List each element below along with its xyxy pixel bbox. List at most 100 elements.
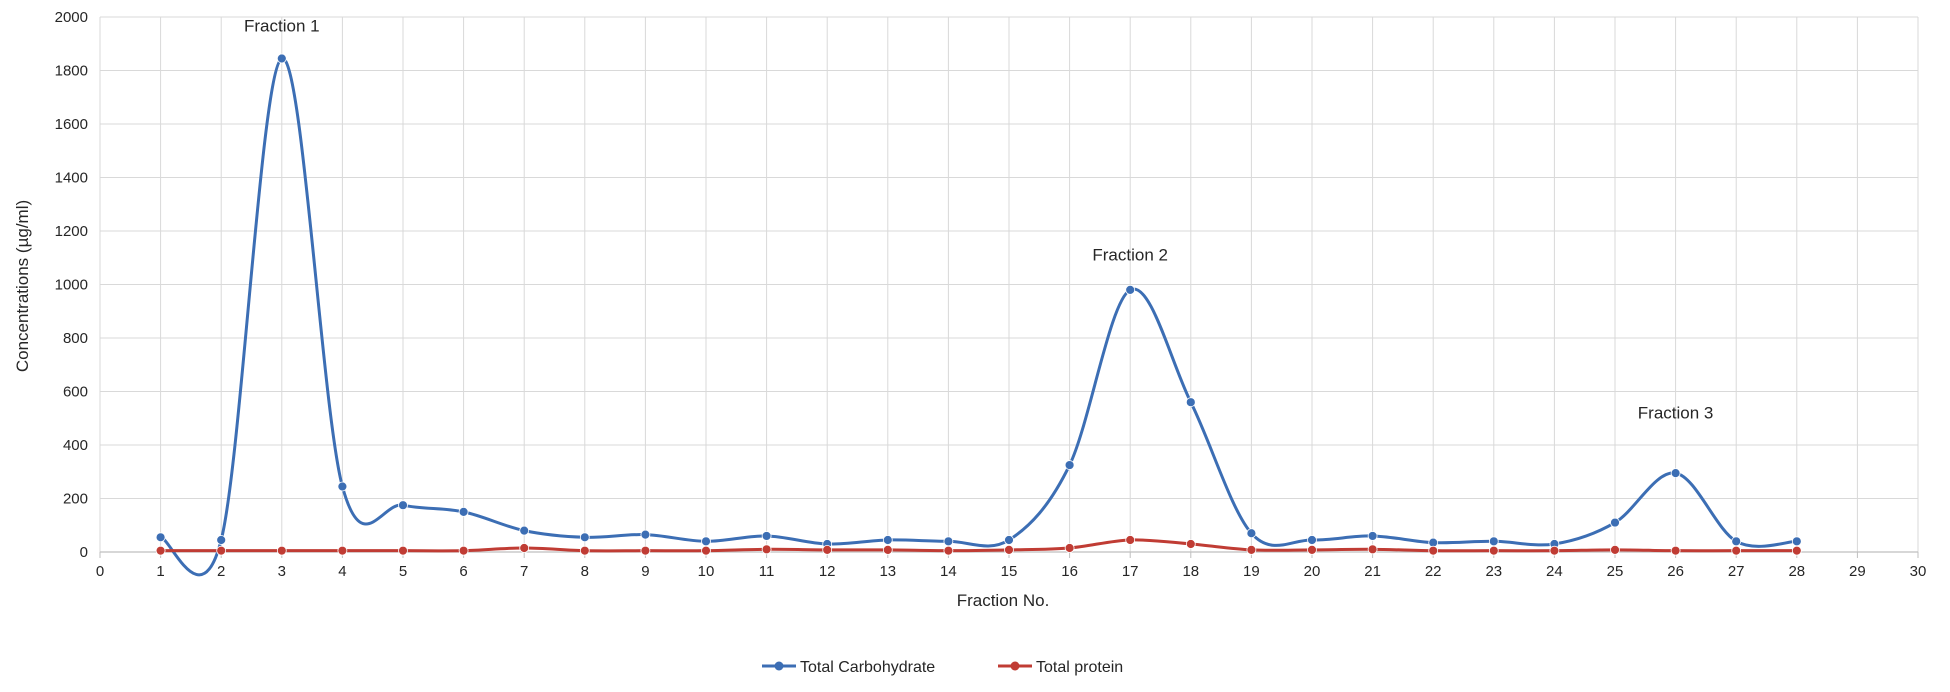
- y-tick-label: 600: [63, 384, 88, 401]
- legend-item: Total protein: [998, 659, 1123, 676]
- x-tick-label: 15: [1001, 563, 1018, 580]
- x-tick-label: 11: [759, 563, 775, 580]
- x-tick-label: 3: [278, 563, 286, 580]
- y-tick-label: 1200: [55, 223, 88, 240]
- data-point: [155, 532, 166, 543]
- data-point: [1064, 543, 1075, 553]
- x-tick-label: 23: [1485, 563, 1502, 580]
- x-tick-label: 29: [1849, 563, 1866, 580]
- data-point: [398, 545, 408, 556]
- data-point: [276, 545, 287, 556]
- data-point: [1367, 544, 1378, 555]
- x-tick-label: 21: [1364, 563, 1381, 580]
- x-tick-label: 28: [1788, 563, 1805, 580]
- legend-marker: [774, 661, 784, 671]
- data-point: [458, 506, 469, 517]
- x-tick-label: 13: [879, 563, 896, 580]
- x-tick-label: 4: [338, 563, 346, 580]
- data-point: [337, 545, 348, 556]
- data-point: [337, 481, 348, 492]
- data-point: [1791, 545, 1802, 556]
- data-point: [216, 545, 227, 556]
- x-tick-label: 5: [399, 563, 407, 580]
- data-point: [1791, 536, 1802, 547]
- data-point: [1367, 531, 1378, 541]
- y-tick-label: 800: [63, 330, 88, 347]
- data-point: [761, 531, 772, 541]
- data-point: [822, 544, 833, 555]
- series-line: [159, 56, 1797, 577]
- annotation-label: Fraction 1: [244, 17, 320, 36]
- data-point: [398, 500, 408, 511]
- data-point: [701, 536, 711, 547]
- data-point: [640, 529, 651, 540]
- x-tick-label: 16: [1061, 563, 1078, 580]
- x-tick-label: 14: [940, 563, 957, 580]
- data-point: [1670, 468, 1681, 478]
- data-point: [1731, 536, 1742, 547]
- x-tick-label: 22: [1425, 563, 1442, 580]
- grid: [99, 16, 1919, 553]
- x-tick-label: 26: [1667, 563, 1684, 580]
- x-tick-label: 19: [1243, 563, 1260, 580]
- data-point: [579, 532, 590, 543]
- data-point: [1488, 536, 1499, 547]
- annotation-label: Fraction 2: [1092, 245, 1168, 264]
- series-1: [155, 535, 1802, 556]
- x-tick-label: 30: [1910, 563, 1927, 580]
- x-tick-label: 7: [520, 563, 528, 580]
- data-point: [1428, 545, 1439, 556]
- data-point: [1004, 535, 1014, 545]
- y-tick-label: 1600: [55, 116, 88, 133]
- x-tick-label: 9: [641, 563, 649, 580]
- x-tick-label: 20: [1304, 563, 1321, 580]
- y-tick-label: 1400: [55, 170, 88, 187]
- data-point: [1307, 535, 1317, 545]
- y-tick-label: 400: [63, 437, 88, 454]
- data-point: [882, 544, 893, 555]
- x-tick-label: 0: [96, 563, 104, 580]
- series-line: [160, 538, 1797, 553]
- data-point: [458, 545, 469, 556]
- axes: 0 1 2 3 4 5 6 7 8 9 10 11 12 13 14 15 16 17 18 19 20 21 22 23 24…: [55, 9, 1927, 580]
- data-point: [1610, 517, 1620, 528]
- data-point: [1004, 544, 1014, 555]
- data-point: [216, 535, 227, 545]
- data-point: [1064, 460, 1075, 470]
- data-point: [1125, 284, 1136, 295]
- data-point: [1246, 544, 1257, 555]
- data-point: [1488, 545, 1499, 556]
- series: [155, 53, 1802, 577]
- series-0: [155, 53, 1802, 577]
- x-tick-label: 17: [1122, 563, 1139, 580]
- legend-label: Total Carbohydrate: [800, 659, 935, 676]
- x-tick-label: 12: [819, 563, 836, 580]
- data-point: [882, 535, 893, 545]
- data-point: [579, 545, 590, 556]
- y-axis-title: Concentrations (µg/ml): [13, 200, 32, 372]
- x-tick-label: 18: [1182, 563, 1199, 580]
- x-tick-label: 25: [1607, 563, 1624, 580]
- data-point: [761, 544, 772, 555]
- data-point: [155, 545, 166, 556]
- x-tick-label: 24: [1546, 563, 1563, 580]
- data-point: [1670, 545, 1681, 556]
- data-point: [519, 543, 530, 553]
- data-point: [276, 53, 287, 64]
- y-tick-label: 1000: [55, 277, 88, 294]
- data-point: [1307, 544, 1317, 555]
- data-point: [701, 545, 711, 556]
- legend-label: Total protein: [1036, 659, 1123, 676]
- y-tick-label: 0: [80, 544, 88, 561]
- data-point: [1185, 539, 1196, 549]
- legend-marker: [1010, 661, 1020, 671]
- data-point: [1610, 544, 1620, 555]
- data-point: [519, 525, 530, 536]
- data-point: [1246, 528, 1257, 539]
- data-point: [1731, 545, 1742, 556]
- data-point: [943, 545, 954, 556]
- data-point: [1549, 545, 1560, 556]
- x-tick-label: 10: [698, 563, 715, 580]
- x-tick-label: 8: [581, 563, 589, 580]
